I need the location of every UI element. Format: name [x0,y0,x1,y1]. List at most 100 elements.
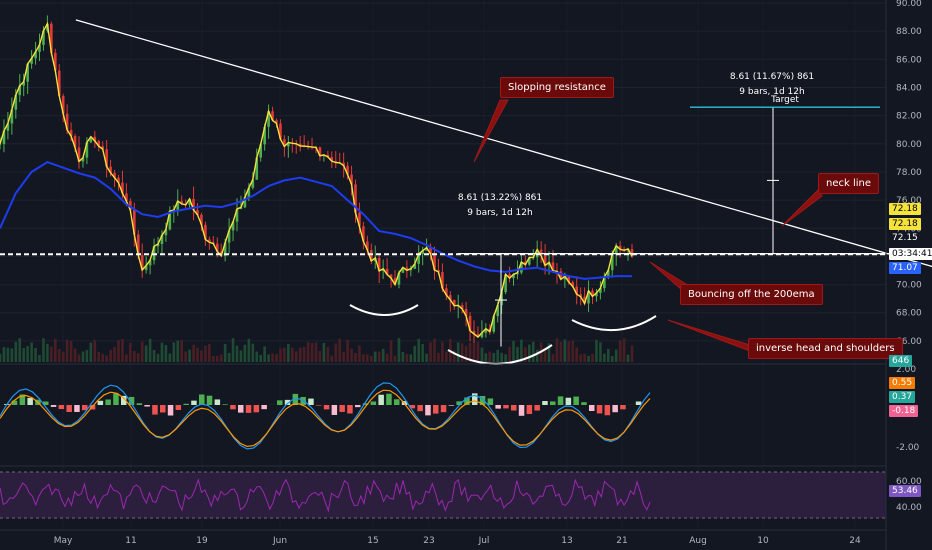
volume-bar [14,341,18,362]
volume-bar [140,341,144,362]
volume-bar [148,338,152,362]
volume-bar [508,346,511,362]
candle-body [516,272,519,275]
volume-bar [393,355,397,362]
price-tick-label: 90.00 [896,0,922,9]
candle-body [405,267,409,271]
macd-line [0,382,651,450]
candle-body [208,239,211,243]
price-tick-label: 84.00 [896,83,922,93]
volume-bar [358,345,361,362]
candle-body [610,253,614,271]
macd-histogram-bar [97,400,104,405]
macd-histogram-bar [167,405,174,416]
candle-body [140,255,144,270]
rsi-tag: 53.46 [889,485,921,497]
candle-body [409,268,413,271]
macd-histogram-bar [222,404,228,405]
candle-body [614,245,618,254]
volume-bar [445,351,448,362]
macd-histogram-bar [394,399,400,405]
candle-body [385,268,389,275]
candle-body [334,161,338,163]
candle-body [429,247,432,255]
volume-bar [121,338,124,362]
volume-bar [346,339,349,362]
macd-histogram-bar [534,405,540,411]
candle-body [460,305,464,310]
annotation-bouncing-200ema[interactable]: Bouncing off the 200ema [680,284,823,305]
volume-bar [208,344,211,362]
candle-body [113,172,116,178]
time-tick-label: 24 [849,536,861,546]
volume-bar [263,346,266,362]
volume-bar [322,342,326,362]
candle-body [472,330,476,334]
volume-bar [212,355,215,362]
volume-bar [46,343,49,362]
candle-body [358,212,361,227]
volume-bar [42,338,45,362]
volume-bar [452,350,456,362]
volume-bar [330,355,334,362]
trendline-sloping-resistance [75,19,932,268]
macd-histogram-bar [214,399,221,405]
volume-bar [30,342,33,362]
volume-bar [377,351,381,362]
volume-bar [243,344,247,362]
volume-bar [405,353,409,362]
time-tick-label: 13 [561,536,572,546]
volume-bar [433,338,436,362]
volume-bar [287,343,290,362]
volume-bar [614,349,618,362]
volume-bar [298,347,302,362]
candle-body [413,263,417,269]
macd-histogram-bar [448,405,455,406]
volume-bar [559,341,563,362]
volume-bar [176,340,180,362]
candle-body [200,214,203,225]
macd-histogram-bar [339,405,345,412]
volume-bar [89,342,93,362]
volume-bar [279,348,282,362]
candle-body [354,184,357,213]
candle-body [105,149,108,167]
volume-bar [409,354,413,362]
candle-body [370,250,373,262]
annotation-inverse-head-shoulders[interactable]: inverse head and shoulders [748,338,903,359]
volume-bar [172,342,176,362]
price-tick-label: 86.00 [896,55,922,65]
measure-1-sub: 9 bars, 1d 12h [467,208,533,218]
macd-histogram-bar [409,405,416,409]
candle-body [298,143,302,147]
candlestick-series [0,15,634,344]
volume-bar [543,348,547,362]
volume-bar [476,341,480,362]
volume-bar [85,350,89,362]
macd-histogram-bar [128,396,135,405]
annotation-neck-line[interactable]: neck line [818,173,880,194]
annotation-sloping-resistance[interactable]: Slopping resistance [500,77,614,98]
volume-bar [200,350,203,362]
volume-bar [152,349,156,362]
candle-body [81,157,85,162]
macd-histogram-bar [550,401,556,405]
volume-bar [196,347,199,362]
candle-body [109,166,112,173]
macd-tag: -0.18 [889,405,919,417]
volume-bar [259,354,262,362]
candle-body [168,211,172,230]
macd-histogram-bar [43,401,49,405]
volume-bar [275,353,278,362]
candle-body [512,274,515,279]
volume-bar [223,343,227,362]
candle-body [417,254,420,264]
candle-body [437,270,440,273]
candle-body [603,276,606,289]
volume-bar [283,347,286,362]
price-tick-label: 82.00 [896,112,922,122]
volume-bar [294,351,298,362]
pointer-sloping [473,99,509,163]
measure-tools [495,106,880,347]
